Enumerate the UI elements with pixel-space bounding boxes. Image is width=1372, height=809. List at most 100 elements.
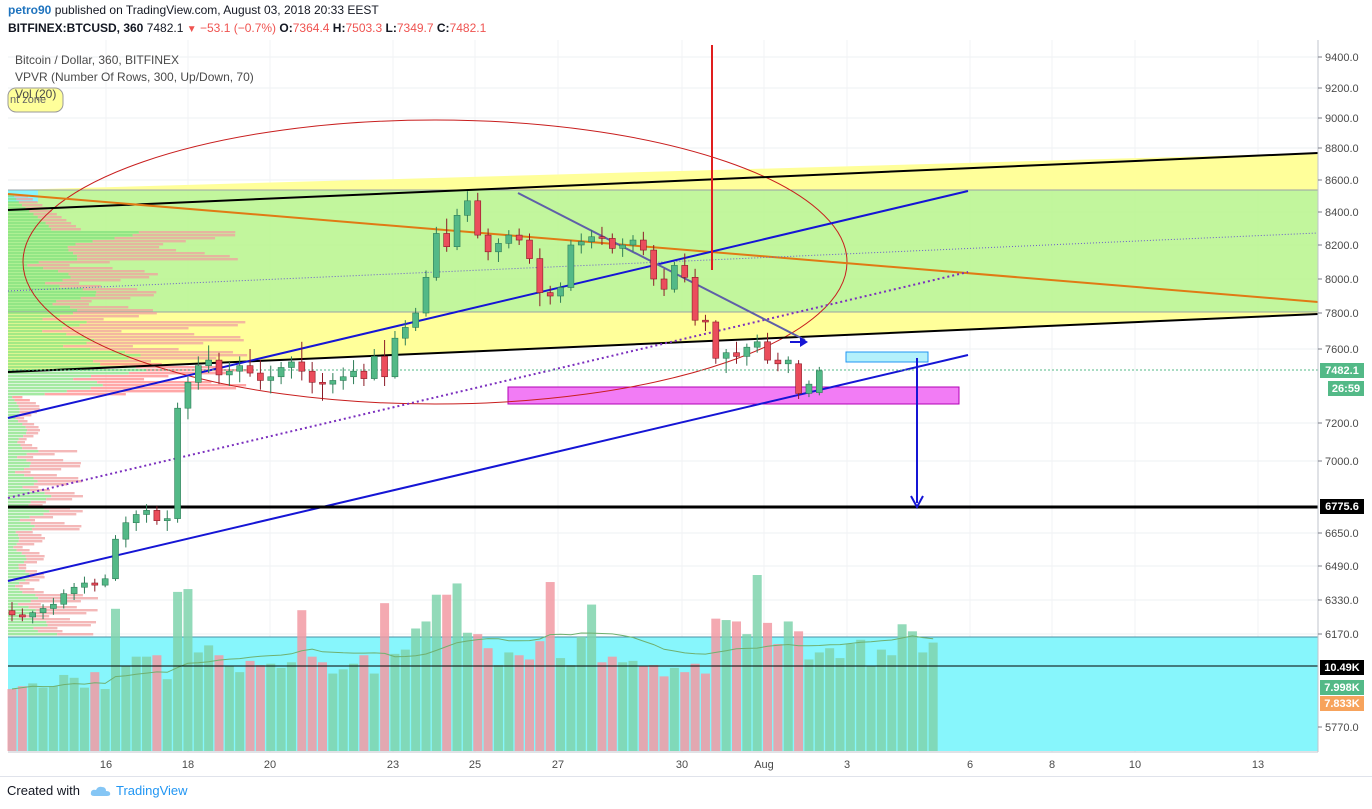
profile-row-up: [8, 417, 16, 420]
profile-row-up: [8, 606, 29, 609]
candlesticks: [8, 191, 823, 624]
volume-bar: [918, 652, 928, 751]
volume-bar: [545, 582, 555, 751]
time-tick-label: 27: [552, 759, 564, 771]
profile-row-up: [8, 297, 81, 300]
profile-row-down: [26, 432, 39, 435]
profile-row-up: [8, 267, 44, 270]
volume-ma-line: [11, 632, 934, 690]
candle-body: [153, 510, 161, 521]
price-chart[interactable]: Bitcoin / Dollar, 360, BITFINEX VPVR (Nu…: [0, 40, 1372, 776]
profile-row-up: [8, 423, 23, 426]
profile-row-up: [8, 216, 38, 219]
profile-row-down: [18, 405, 40, 408]
orange-trendline: [7, 193, 1319, 303]
volume-bar: [193, 652, 203, 751]
candle-body: [608, 238, 616, 249]
note-text: nt zone: [10, 94, 46, 106]
candle-body: [577, 241, 585, 246]
candle-body: [29, 612, 37, 618]
profile-row-up: [8, 243, 76, 246]
profile-row-up: [8, 321, 87, 324]
candle-body: [101, 578, 109, 586]
profile-row-down: [140, 354, 248, 357]
profile-row-down: [13, 546, 23, 549]
profile-row-up: [8, 441, 18, 444]
candle-body: [743, 346, 751, 357]
candle-body: [660, 278, 668, 290]
profile-row-down: [62, 279, 121, 282]
candle-body: [753, 341, 761, 348]
profile-row-up: [8, 546, 14, 549]
volume-bar: [411, 628, 421, 751]
time-tick-label: 23: [387, 759, 399, 771]
price-tick-label: 6330.0: [1325, 595, 1359, 607]
profile-row-down: [18, 567, 27, 570]
profile-row-down: [59, 315, 139, 318]
profile-row-down: [95, 294, 154, 297]
price-axis[interactable]: [1318, 40, 1372, 776]
profile-row-down: [58, 270, 145, 273]
candle-body: [143, 510, 150, 515]
profile-row-up: [8, 402, 17, 405]
profile-row-up: [8, 516, 30, 519]
candle-body: [381, 356, 388, 378]
profile-row-down: [34, 525, 82, 528]
profile-row-down: [26, 453, 55, 456]
volume-bar: [173, 591, 183, 751]
profile-row-down: [75, 243, 164, 246]
profile-row-down: [14, 195, 28, 198]
candle-body: [8, 610, 16, 616]
volume-profile: [8, 195, 248, 636]
candle-body: [412, 312, 419, 328]
profile-row-down: [33, 213, 57, 216]
profile-row-up: [8, 525, 35, 528]
volume-bar: [669, 667, 679, 751]
candle-body: [567, 244, 575, 288]
profile-row-down: [22, 591, 44, 594]
time-tick-label: 20: [264, 759, 276, 771]
profile-row-up: [8, 597, 39, 600]
profile-row-down: [33, 477, 79, 480]
profile-row-up: [8, 207, 26, 210]
volume-bar: [17, 686, 27, 751]
price-tick-label: 6490.0: [1325, 561, 1359, 573]
profile-row-down: [73, 252, 205, 255]
profile-row-up: [8, 270, 59, 273]
profile-row-up: [8, 579, 26, 582]
profile-row-down: [33, 612, 87, 615]
symbol-label: BITFINEX:BTCUSD, 360: [8, 21, 144, 35]
candle-body: [671, 265, 678, 290]
volume-bar: [587, 604, 597, 751]
candle-body: [360, 370, 368, 379]
profile-row-up: [8, 396, 13, 399]
volume-bar: [7, 689, 17, 751]
profile-row-down: [19, 408, 40, 411]
volume-bar: [380, 603, 390, 751]
volume-bar: [514, 655, 524, 751]
volume-bar: [649, 665, 659, 751]
volume-bar: [897, 624, 907, 751]
down-arrow-icon: ▼: [186, 24, 197, 35]
note-tag[interactable]: [7, 87, 64, 113]
profile-row-down: [30, 522, 65, 525]
countdown-text: 26:59: [1332, 383, 1360, 395]
profile-row-up: [8, 468, 25, 471]
volume-bar: [442, 594, 452, 751]
profile-row-up: [8, 204, 22, 207]
close-label: C:: [436, 21, 450, 35]
tradingview-link[interactable]: TradingView: [90, 783, 188, 798]
profile-row-up: [8, 264, 28, 267]
profile-row-up: [8, 384, 103, 387]
candle-body: [132, 514, 140, 524]
profile-row-down: [30, 501, 46, 504]
candle-body: [277, 367, 285, 378]
price-tick-label: 7200.0: [1325, 418, 1359, 430]
candle-body: [422, 276, 430, 314]
time-axis[interactable]: [0, 752, 1318, 776]
profile-row-down: [91, 375, 169, 378]
author-link[interactable]: petro90: [8, 3, 52, 17]
profile-row-down: [82, 288, 138, 291]
candle-body: [19, 614, 26, 618]
profile-row-down: [15, 531, 33, 534]
